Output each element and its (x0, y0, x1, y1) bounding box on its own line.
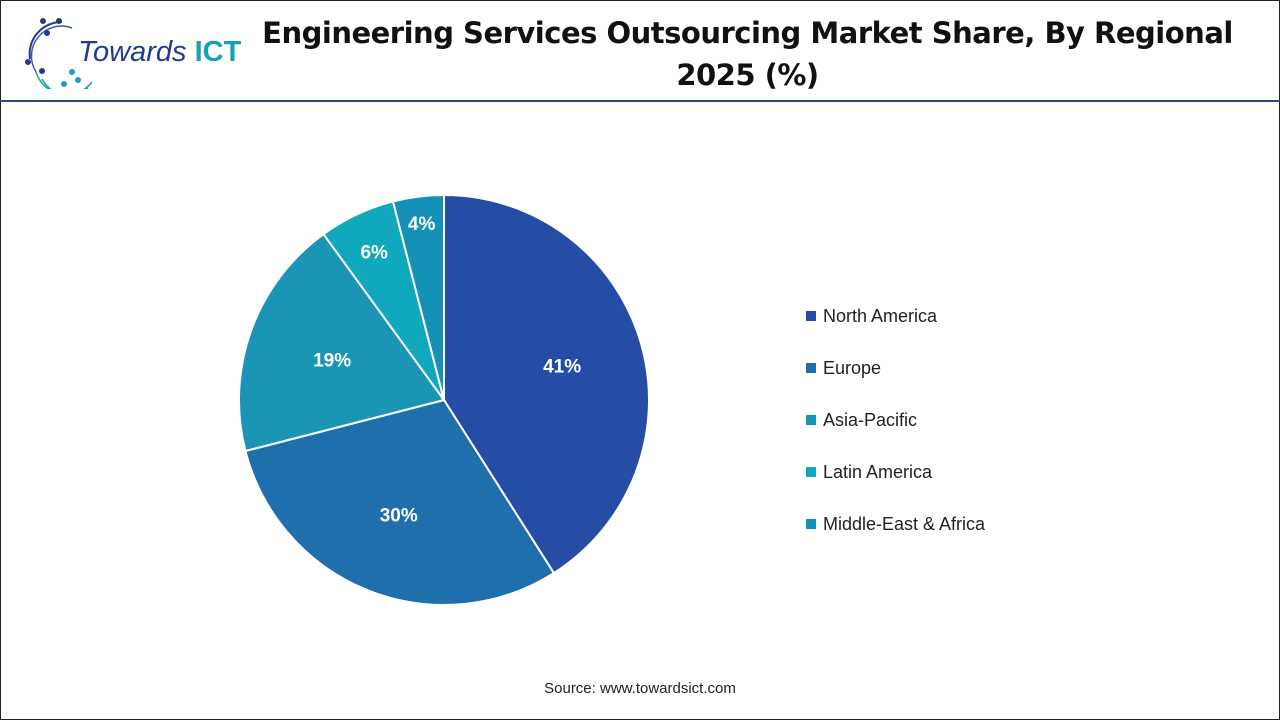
legend-label: Middle-East & Africa (823, 513, 986, 534)
legend-swatch (806, 415, 816, 425)
pie-data-label: 41% (543, 357, 581, 378)
legend-item-asia-pacific: Asia-Pacific (806, 394, 985, 446)
pie-slice-europe (244, 398, 556, 606)
legend-swatch (806, 311, 816, 321)
chart-title: Engineering Services Outsourcing Market … (262, 16, 1233, 92)
legend-label: North America (823, 305, 938, 326)
logo-text-accent: ICT (194, 36, 242, 68)
legend-item-north-america: North America (806, 290, 985, 342)
legend-item-middle-east-africa: Middle-East & Africa (806, 498, 985, 550)
pie-data-label: 19% (313, 351, 351, 372)
legend-label: Asia-Pacific (823, 409, 918, 430)
pie-data-label: 6% (360, 243, 388, 264)
pie-data-label: 30% (380, 505, 418, 526)
legend-swatch (806, 519, 816, 529)
pie-slice-north-america (443, 193, 650, 575)
legend-item-latin-america: Latin America (806, 446, 985, 498)
legend-item-europe: Europe (806, 342, 985, 394)
pie-slice-asia-pacific (238, 232, 446, 453)
logo-text-main: Towards (78, 36, 187, 68)
legend-swatch (806, 363, 816, 373)
legend-swatch (806, 467, 816, 477)
legend-label: Latin America (823, 461, 933, 482)
legend-label: Europe (823, 357, 882, 378)
pie-data-label: 4% (408, 214, 436, 235)
source-note: Source: www.towardsict.com (544, 680, 736, 697)
pie-slice-middle-east-africa (391, 193, 445, 401)
legend: North America Europe Asia-Pacific Latin … (806, 290, 985, 550)
header-divider (0, 100, 1280, 102)
